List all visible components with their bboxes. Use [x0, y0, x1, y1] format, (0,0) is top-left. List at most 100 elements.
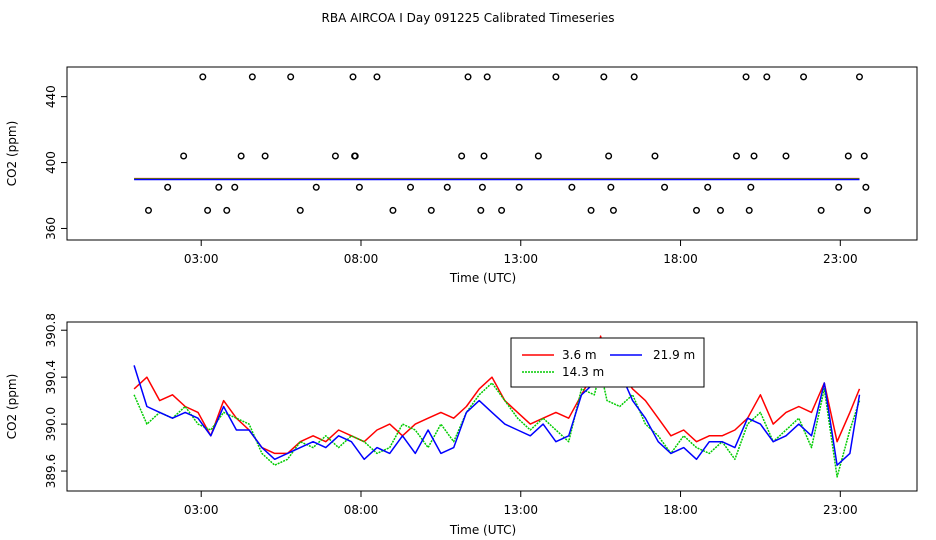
- scatter-point: [223, 206, 231, 214]
- scatter-point: [458, 152, 466, 160]
- scatter-point: [287, 73, 295, 81]
- top-x-axis: 03:00 08:00 13:00 18:00 23:00: [184, 239, 858, 266]
- scatter-point: [863, 206, 871, 214]
- scatter-point: [609, 206, 617, 214]
- top-y-tick-label: 400: [44, 151, 58, 174]
- bottom-x-axis-label: Time (UTC): [449, 523, 516, 537]
- scatter-point: [800, 73, 808, 81]
- scatter-point: [355, 183, 363, 191]
- top-y-tick-label: 360: [44, 217, 58, 240]
- top-x-tick-label: 08:00: [344, 252, 379, 266]
- scatter-point: [480, 152, 488, 160]
- scatter-point: [716, 206, 724, 214]
- scatter-point: [860, 152, 868, 160]
- scatter-point: [693, 206, 701, 214]
- scatter-point: [817, 206, 825, 214]
- scatter-point: [855, 73, 863, 81]
- scatter-point: [443, 183, 451, 191]
- bottom-x-tick-label: 18:00: [663, 503, 698, 517]
- bottom-plot-frame: [66, 321, 918, 492]
- scatter-point: [587, 206, 595, 214]
- legend-label-3-6m: 3.6 m: [562, 348, 597, 362]
- top-y-axis: 360 400 440: [44, 85, 68, 240]
- scatter-point: [651, 152, 659, 160]
- top-x-tick-label: 13:00: [503, 252, 538, 266]
- scatter-point: [248, 73, 256, 81]
- chart-title: RBA AIRCOA I Day 091225 Calibrated Times…: [322, 11, 615, 25]
- bottom-x-axis: 03:00 08:00 13:00 18:00 23:00: [184, 490, 858, 517]
- scatter-point: [552, 73, 560, 81]
- scatter-point: [477, 206, 485, 214]
- legend-label-21-9m: 21.9 m: [653, 348, 695, 362]
- scatter-point: [515, 183, 523, 191]
- scatter-point: [600, 73, 608, 81]
- scatter-point: [742, 73, 750, 81]
- scatter-point: [568, 183, 576, 191]
- scatter-point: [349, 73, 357, 81]
- scatter-point: [199, 73, 207, 81]
- scatter-point: [747, 183, 755, 191]
- top-y-tick-label: 440: [44, 85, 58, 108]
- scatter-point: [862, 183, 870, 191]
- scatter-point: [261, 152, 269, 160]
- top-x-tick-label: 03:00: [184, 252, 219, 266]
- bottom-y-tick-label: 390.8: [44, 313, 58, 347]
- scatter-point: [180, 152, 188, 160]
- bottom-x-tick-label: 23:00: [823, 503, 858, 517]
- scatter-point: [704, 183, 712, 191]
- scatter-point: [661, 183, 669, 191]
- scatter-point: [331, 152, 339, 160]
- scatter-point: [296, 206, 304, 214]
- series-line-14-3-m: [133, 370, 861, 478]
- bottom-series-lines: [133, 335, 861, 478]
- legend: 3.6 m 14.3 m 21.9 m: [510, 337, 705, 388]
- top-y-axis-label: CO2 (ppm): [5, 121, 19, 187]
- scatter-point: [407, 183, 415, 191]
- scatter-point: [478, 183, 486, 191]
- scatter-point: [389, 206, 397, 214]
- scatter-point: [782, 152, 790, 160]
- legend-label-14-3m: 14.3 m: [562, 365, 604, 379]
- scatter-point: [427, 206, 435, 214]
- series-line-21-9-m: [133, 352, 861, 466]
- scatter-point: [763, 73, 771, 81]
- scatter-point: [164, 183, 172, 191]
- bottom-panel: 389.6 390.0 390.4 390.8 03:00 08:00 13:00 18:0…: [5, 313, 918, 537]
- scatter-point: [630, 73, 638, 81]
- scatter-point: [605, 152, 613, 160]
- bottom-y-tick-label: 390.0: [44, 407, 58, 441]
- scatter-point: [483, 73, 491, 81]
- top-x-axis-label: Time (UTC): [449, 271, 516, 285]
- scatter-point: [464, 73, 472, 81]
- bottom-x-tick-label: 13:00: [503, 503, 538, 517]
- scatter-point: [144, 206, 152, 214]
- top-x-tick-label: 18:00: [663, 252, 698, 266]
- scatter-point: [498, 206, 506, 214]
- scatter-point: [351, 152, 359, 160]
- bottom-y-tick-label: 390.4: [44, 360, 58, 394]
- series-line-3-6-m: [133, 335, 861, 455]
- scatter-point: [204, 206, 212, 214]
- scatter-point: [844, 152, 852, 160]
- scatter-point: [312, 183, 320, 191]
- scatter-point: [215, 183, 223, 191]
- top-scatter-points: [144, 73, 871, 214]
- bottom-x-tick-label: 08:00: [344, 503, 379, 517]
- top-panel: 360 400 440 03:00 08:00 13:00 18:00 23:00 Time…: [5, 66, 918, 285]
- bottom-y-tick-label: 389.6: [44, 454, 58, 488]
- scatter-point: [835, 183, 843, 191]
- scatter-point: [373, 73, 381, 81]
- scatter-point: [231, 183, 239, 191]
- top-baseline-lines: [134, 177, 860, 181]
- bottom-y-axis: 389.6 390.0 390.4 390.8: [44, 313, 68, 488]
- bottom-x-tick-label: 03:00: [184, 503, 219, 517]
- legend-box: [510, 337, 705, 388]
- scatter-point: [237, 152, 245, 160]
- top-plot-frame: [66, 66, 918, 241]
- bottom-y-axis-label: CO2 (ppm): [5, 374, 19, 440]
- scatter-point: [732, 152, 740, 160]
- top-x-tick-label: 23:00: [823, 252, 858, 266]
- scatter-point: [750, 152, 758, 160]
- scatter-point: [607, 183, 615, 191]
